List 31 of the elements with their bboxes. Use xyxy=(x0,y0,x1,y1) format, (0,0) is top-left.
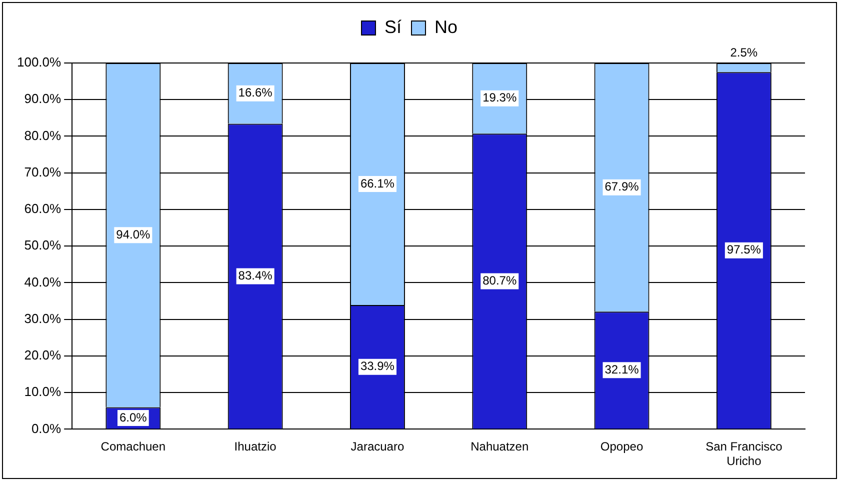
y-tick-label: 60.0% xyxy=(24,201,62,216)
data-label: 94.0% xyxy=(116,227,151,242)
x-tick-label: Comachuen xyxy=(100,440,166,454)
y-tick-label: 0.0% xyxy=(31,420,62,436)
data-label: 83.4% xyxy=(238,268,273,283)
y-tick-label: 90.0% xyxy=(24,91,62,106)
y-tick-label: 30.0% xyxy=(24,310,62,326)
y-tick-label: 20.0% xyxy=(24,348,62,363)
data-label: 97.5% xyxy=(726,242,762,257)
x-tick-label: Ihuatzio xyxy=(234,440,277,454)
y-tick-label: 40.0% xyxy=(24,274,62,290)
data-label: 32.1% xyxy=(604,362,640,376)
legend-label: Sí xyxy=(384,16,402,37)
x-tick-label: Nahuatzen xyxy=(470,440,529,454)
data-label: 19.3% xyxy=(482,90,517,105)
data-label: 33.9% xyxy=(360,359,395,374)
y-tick-label: 80.0% xyxy=(24,128,62,143)
x-tick-label: Opopeo xyxy=(600,440,644,454)
data-label: 6.0% xyxy=(119,410,148,424)
y-tick-label: 10.0% xyxy=(24,384,62,400)
data-label: 80.7% xyxy=(482,274,517,288)
x-tick-label: San Francisco Uricho xyxy=(706,440,783,468)
data-label: 2.5% xyxy=(730,45,758,60)
data-label: 67.9% xyxy=(604,180,640,194)
data-label: 66.1% xyxy=(360,176,395,190)
data-label: 16.6% xyxy=(238,86,273,100)
y-tick-label: 100.0% xyxy=(16,54,62,70)
y-tick-label: 50.0% xyxy=(24,238,62,253)
legend-label: No xyxy=(434,16,458,37)
y-tick-label: 70.0% xyxy=(24,164,62,180)
x-tick-label: Jaracuaro xyxy=(350,440,404,454)
